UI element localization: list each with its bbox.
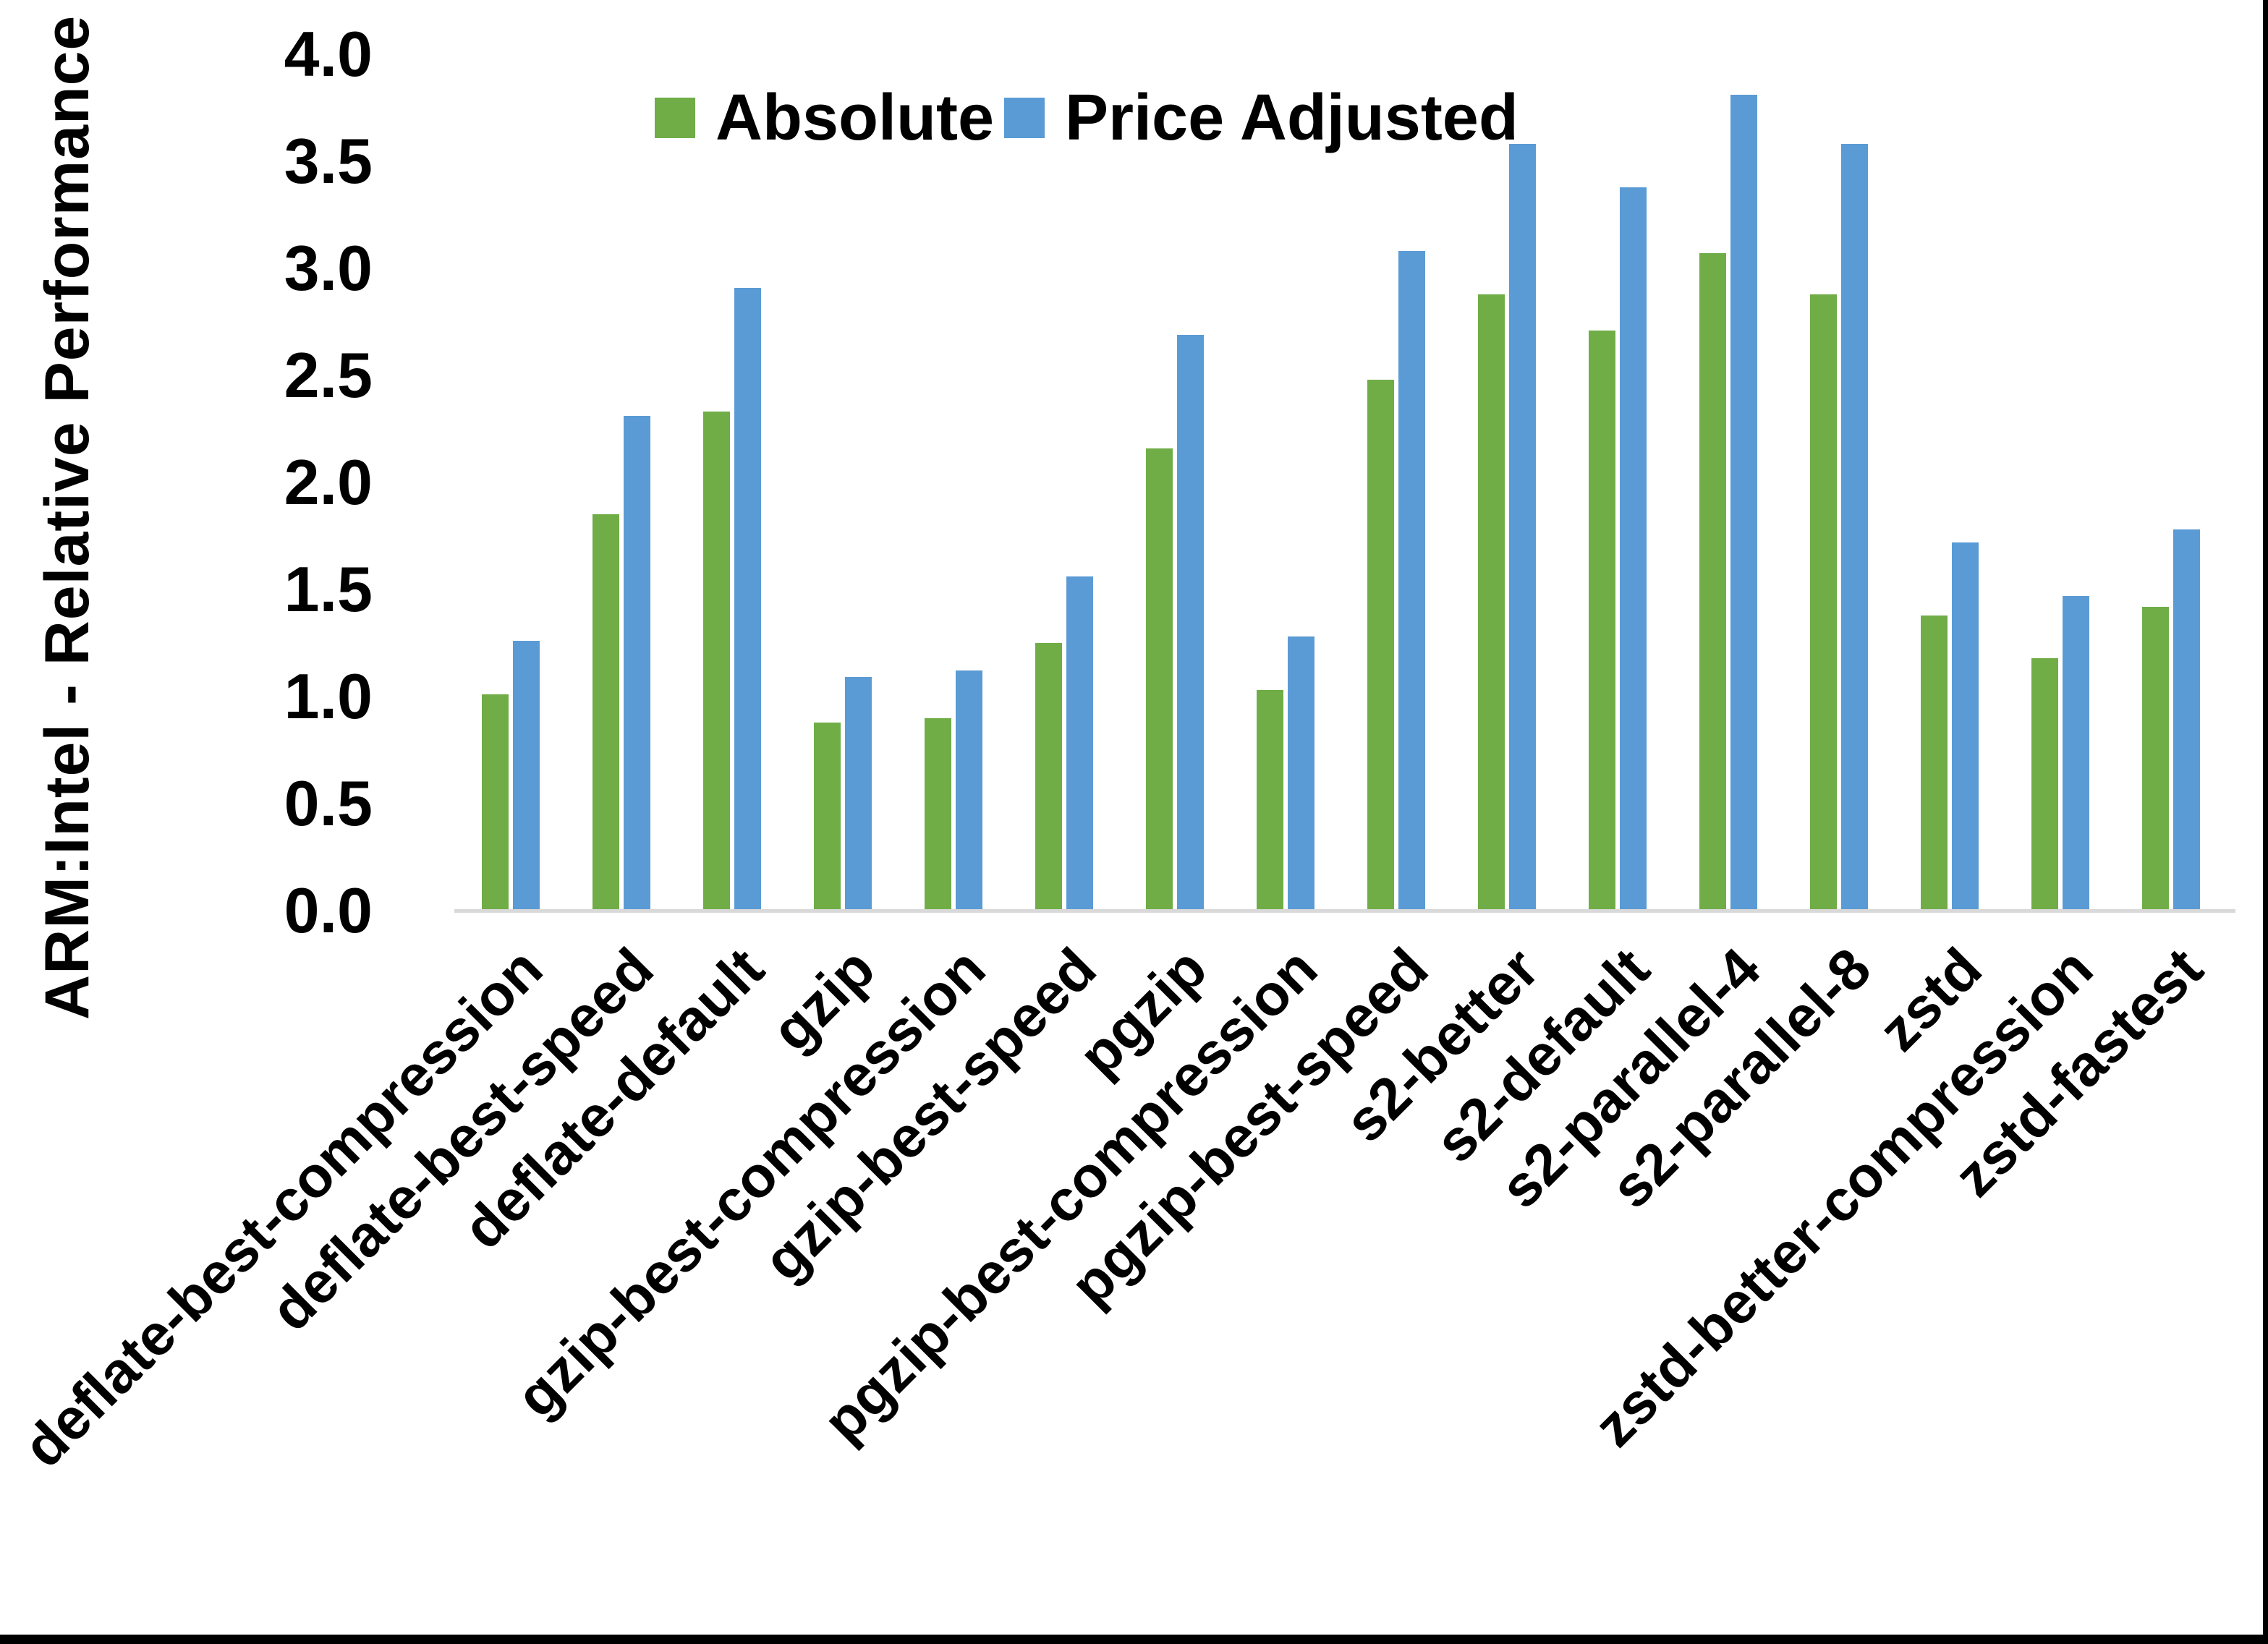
bar-absolute (1921, 616, 1948, 911)
legend-item-absolute: Absolute (655, 85, 994, 150)
y-tick-label: 3.0 (284, 232, 373, 304)
bar-price-adjusted (2173, 529, 2200, 911)
bar-absolute (1367, 380, 1394, 911)
bar-absolute (1257, 690, 1283, 911)
y-tick-label: 4.0 (284, 18, 373, 90)
bar-absolute (1810, 294, 1837, 911)
bar-price-adjusted (1288, 636, 1314, 911)
y-tick-label: 2.0 (284, 446, 373, 518)
bar-price-adjusted (1398, 251, 1425, 911)
screenshot-right-border (2263, 0, 2268, 1644)
bar-price-adjusted (1620, 187, 1647, 911)
bar-price-adjusted (956, 670, 982, 911)
bar-absolute (2142, 607, 2169, 911)
screenshot-bottom-border (0, 1635, 2268, 1644)
legend-swatch-price-adjusted-icon (1004, 98, 1045, 138)
y-tick-label: 1.5 (284, 553, 373, 625)
y-tick-label: 1.0 (284, 660, 373, 732)
bar-absolute (1699, 253, 1726, 911)
bar-price-adjusted (513, 641, 540, 911)
bar-absolute (593, 514, 619, 911)
bar-absolute (1146, 448, 1173, 911)
bar-price-adjusted (624, 416, 650, 911)
legend-label-absolute: Absolute (715, 82, 995, 154)
bar-absolute (925, 718, 951, 911)
y-tick-label: 0.5 (284, 767, 373, 839)
bar-price-adjusted (2063, 596, 2089, 911)
bar-price-adjusted (1509, 144, 1536, 911)
bar-price-adjusted (1730, 95, 1757, 911)
bar-price-adjusted (734, 288, 761, 911)
y-axis-title: ARM:Intel - Relative Performance (33, 14, 102, 1020)
bar-absolute (1589, 331, 1615, 911)
y-tick-label: 0.0 (284, 874, 373, 946)
bar-absolute (1478, 294, 1505, 911)
legend-item-price-adjusted: Price Adjusted (1004, 85, 1519, 150)
y-tick-label: 3.5 (284, 125, 373, 197)
bar-absolute (482, 694, 509, 911)
x-axis-line (454, 909, 2235, 913)
bar-price-adjusted (1177, 335, 1204, 911)
bar-price-adjusted (1841, 144, 1868, 911)
legend-label-price-adjusted: Price Adjusted (1065, 82, 1519, 154)
bar-absolute (814, 723, 841, 911)
bar-absolute (2031, 658, 2058, 911)
y-tick-label: 2.5 (284, 339, 373, 411)
bar-absolute (703, 412, 730, 911)
bar-price-adjusted (1952, 542, 1979, 911)
bar-price-adjusted (845, 677, 872, 911)
legend-swatch-absolute-icon (655, 98, 695, 138)
bar-absolute (1035, 643, 1062, 911)
bar-price-adjusted (1066, 576, 1093, 911)
